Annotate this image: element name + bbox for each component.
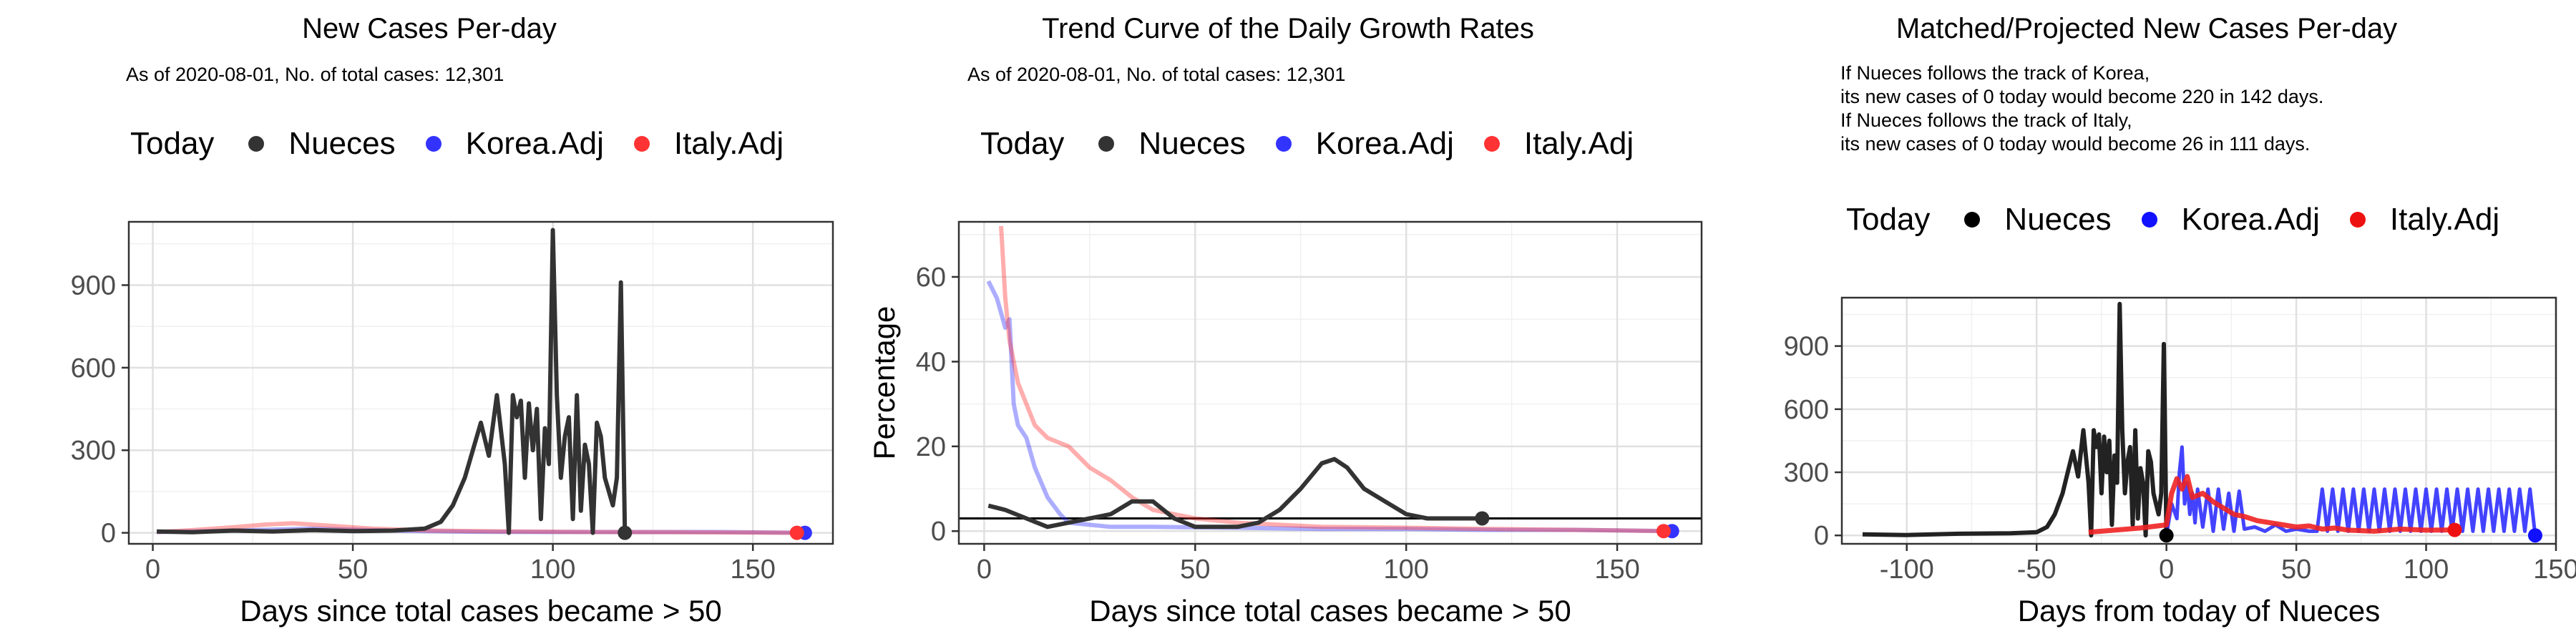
x-tick-label: -50 <box>2017 555 2057 585</box>
legend-dot-italy <box>633 136 650 152</box>
x-axis-label: Days since total cases became > 50 <box>240 594 722 628</box>
panel-growth-rates: Trend Curve of the Daily Growth Rates As… <box>859 0 1717 644</box>
legend-dot-italy <box>2349 212 2366 228</box>
y-tick-label: 600 <box>1784 395 1829 425</box>
today-point-nueces <box>618 525 633 540</box>
today-point-nueces <box>1475 511 1490 526</box>
series-line-nueces <box>157 228 628 535</box>
legend-item-nueces: Nueces <box>243 126 396 162</box>
legend-item-korea: Korea.Adj <box>420 126 604 162</box>
legend-item-italy: Italy.Adj <box>1478 126 1634 162</box>
series-line-korea-adj <box>986 280 1672 534</box>
chart-title: New Cases Per-day <box>302 13 557 44</box>
series-line-nueces <box>987 457 1483 530</box>
y-tick-label: 0 <box>101 519 116 549</box>
x-tick-label: 100 <box>1383 555 1428 585</box>
legend: Today Nueces Korea.Adj Italy.Adj <box>1846 202 2524 238</box>
legend-dot-korea <box>2141 212 2157 228</box>
x-tick-label: 150 <box>1594 555 1639 585</box>
legend-title: Today <box>1846 202 1931 237</box>
y-tick-label: 600 <box>71 353 116 384</box>
legend-dot-nueces <box>1098 136 1115 152</box>
y-tick-label: 60 <box>916 263 946 293</box>
x-axis-label: Days since total cases became > 50 <box>1089 594 1571 628</box>
y-tick-label: 20 <box>916 432 946 462</box>
x-axis-label: Days from today of Nueces <box>2018 594 2381 628</box>
today-point-korea-adj <box>2527 528 2542 543</box>
y-tick-label: 300 <box>1784 458 1829 488</box>
series-line-italy-adj <box>999 225 1664 534</box>
y-tick-label: 300 <box>71 436 116 466</box>
x-tick-label: 150 <box>730 555 775 585</box>
y-axis-label: Percentage <box>867 306 901 460</box>
plot-border <box>127 220 834 545</box>
chart-subtitle: As of 2020-08-01, No. of total cases: 12… <box>967 64 1346 85</box>
legend: Today Nueces Korea.Adj Italy.Adj <box>980 126 1658 162</box>
legend-title: Today <box>980 126 1065 161</box>
x-tick-label: 0 <box>145 555 160 585</box>
legend-item-nueces: Nueces <box>1958 202 2112 238</box>
plot-area: -100 -50 0 50 100 150 0 300 600 900 Days from toda… <box>1784 296 2576 628</box>
y-tick-label: 0 <box>1814 521 1829 551</box>
series-line-italy-adj <box>156 521 797 535</box>
x-tick-label: -100 <box>1880 555 1934 585</box>
chart-title: Matched/Projected New Cases Per-day <box>1896 13 2398 44</box>
plot-border <box>1840 296 2557 545</box>
x-tick-label: 100 <box>2404 555 2449 585</box>
legend-title: Today <box>130 126 215 161</box>
x-tick-label: 50 <box>2281 555 2311 585</box>
panel-new-cases: New Cases Per-day As of 2020-08-01, No. … <box>0 0 859 644</box>
x-tick-label: 100 <box>530 555 575 585</box>
chart-subtitle: As of 2020-08-01, No. of total cases: 12… <box>126 64 504 85</box>
panel-projected: Matched/Projected New Cases Per-day If N… <box>1717 0 2576 644</box>
chart-title: Trend Curve of the Daily Growth Rates <box>1042 13 1534 44</box>
legend: Today Nueces Korea.Adj Italy.Adj <box>130 126 808 162</box>
legend-dot-nueces <box>248 136 265 152</box>
y-tick-label: 900 <box>1784 332 1829 362</box>
plot-border <box>957 220 1703 545</box>
series-line-italy-adj <box>2088 474 2455 535</box>
x-tick-label: 150 <box>2533 555 2576 585</box>
legend-dot-italy <box>1483 136 1500 152</box>
x-tick-label: 50 <box>338 555 368 585</box>
series-line-nueces <box>1862 301 2169 538</box>
y-tick-label: 900 <box>71 270 116 301</box>
plot-area: 0 50 100 150 0 20 40 60 Days since total cases b… <box>867 220 1703 628</box>
x-tick-label: 50 <box>1180 555 1210 585</box>
legend-item-italy: Italy.Adj <box>628 126 784 162</box>
legend-dot-korea <box>425 136 441 152</box>
legend-item-nueces: Nueces <box>1093 126 1246 162</box>
today-point-italy-adj <box>1656 524 1671 539</box>
legend-dot-korea <box>1275 136 1292 152</box>
chart-subtitle: If Nueces follows the track of Korea, it… <box>1840 62 2324 155</box>
y-tick-label: 40 <box>916 347 946 377</box>
today-point-italy-adj <box>2447 522 2462 537</box>
y-tick-label: 0 <box>931 517 946 547</box>
legend-item-italy: Italy.Adj <box>2344 202 2499 238</box>
legend-item-korea: Korea.Adj <box>2136 202 2320 238</box>
today-point-nueces <box>2159 528 2174 543</box>
legend-item-korea: Korea.Adj <box>1270 126 1454 162</box>
series-line-korea-adj <box>2165 445 2537 536</box>
today-point-italy-adj <box>789 525 804 540</box>
legend-dot-nueces <box>1964 212 1981 228</box>
x-tick-label: 0 <box>977 555 992 585</box>
x-tick-label: 0 <box>2159 555 2174 585</box>
plot-area: 0 50 100 150 0 300 600 900 Days since total case… <box>71 220 834 628</box>
